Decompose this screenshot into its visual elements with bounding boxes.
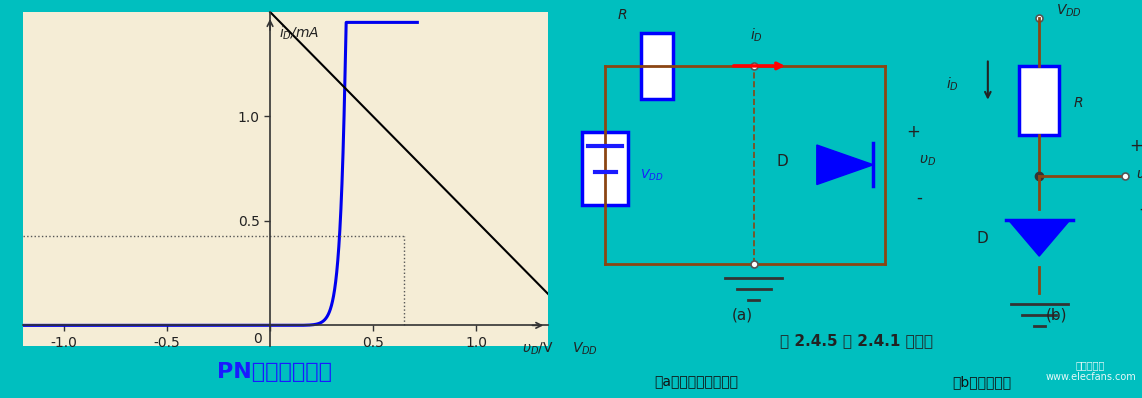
Text: (a): (a) — [732, 307, 753, 322]
Polygon shape — [1008, 220, 1070, 256]
Text: -: - — [1139, 200, 1142, 218]
Text: $i_D$: $i_D$ — [750, 27, 763, 44]
Text: $i_D$: $i_D$ — [947, 76, 959, 93]
Text: $V_{DD}$: $V_{DD}$ — [572, 341, 598, 357]
Text: 图 2.4.5 例 2.4.1 的电路: 图 2.4.5 例 2.4.1 的电路 — [780, 333, 933, 348]
Text: D: D — [777, 154, 788, 169]
Text: （b）习惯画法: （b）习惯画法 — [952, 375, 1012, 389]
FancyBboxPatch shape — [582, 132, 628, 205]
Text: $\upsilon_D$: $\upsilon_D$ — [1136, 169, 1142, 183]
Text: 0: 0 — [254, 332, 262, 346]
FancyBboxPatch shape — [641, 33, 673, 99]
Text: -: - — [916, 189, 923, 207]
Text: $V_{DD}$: $V_{DD}$ — [640, 168, 664, 183]
Text: R: R — [618, 8, 627, 22]
Text: （a）简单二极管电路: （a）简单二极管电路 — [654, 375, 739, 389]
Text: R: R — [1073, 96, 1083, 109]
Text: $\upsilon_D$/V: $\upsilon_D$/V — [522, 341, 554, 357]
Polygon shape — [817, 145, 874, 185]
Text: (b): (b) — [1046, 307, 1067, 322]
Text: +: + — [907, 123, 920, 141]
Text: D: D — [976, 230, 988, 246]
Text: PN结的伏安特性: PN结的伏安特性 — [217, 362, 331, 382]
Text: 电子发烧友
www.elecfans.com: 电子发烧友 www.elecfans.com — [1045, 361, 1136, 382]
Text: +: + — [1129, 137, 1142, 156]
Text: $i_D$/mA: $i_D$/mA — [280, 25, 320, 42]
Text: $V_{DD}$: $V_{DD}$ — [1056, 3, 1083, 19]
Text: $\upsilon_D$: $\upsilon_D$ — [919, 154, 936, 168]
FancyBboxPatch shape — [1019, 66, 1060, 135]
